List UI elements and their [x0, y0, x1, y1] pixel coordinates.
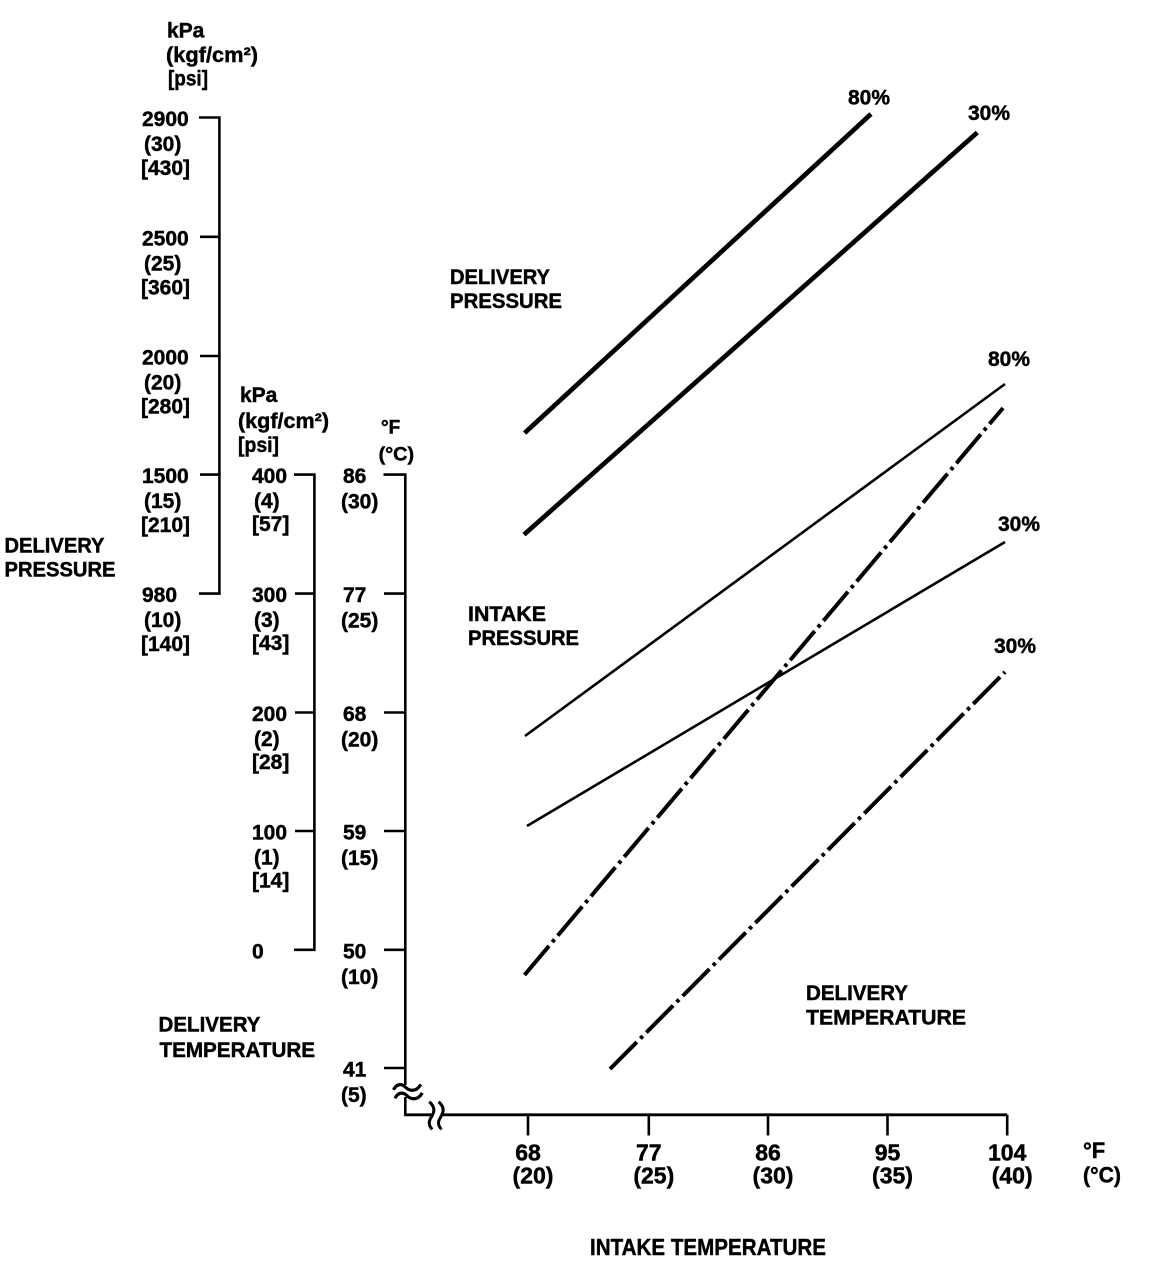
- svg-text:68: 68: [343, 703, 367, 726]
- svg-text:°F: °F: [381, 418, 400, 439]
- svg-text:(3): (3): [254, 609, 280, 632]
- svg-text:(30): (30): [144, 133, 181, 156]
- svg-text:(10): (10): [341, 966, 378, 989]
- svg-text:[28]: [28]: [252, 751, 289, 774]
- svg-text:[210]: [210]: [141, 514, 190, 537]
- svg-text:PRESSURE: PRESSURE: [468, 627, 579, 650]
- svg-text:80%: 80%: [848, 87, 890, 110]
- svg-text:59: 59: [343, 822, 366, 845]
- svg-text:[psi]: [psi]: [168, 68, 208, 91]
- svg-text:(25): (25): [144, 252, 181, 275]
- svg-text:TEMPERATURE: TEMPERATURE: [806, 1007, 966, 1030]
- svg-text:DELIVERY: DELIVERY: [159, 1014, 261, 1037]
- svg-text:TEMPERATURE: TEMPERATURE: [160, 1039, 316, 1062]
- svg-text:2500: 2500: [142, 227, 189, 250]
- svg-text:(°C): (°C): [1083, 1163, 1121, 1188]
- svg-text:(4): (4): [254, 490, 280, 513]
- svg-text:95: 95: [875, 1140, 901, 1166]
- svg-text:[14]: [14]: [252, 870, 289, 893]
- svg-text:68: 68: [515, 1140, 541, 1166]
- svg-text:(kgf/cm²): (kgf/cm²): [238, 410, 329, 433]
- svg-text:86: 86: [343, 465, 366, 488]
- svg-text:100: 100: [252, 822, 287, 845]
- svg-text:(15): (15): [341, 847, 378, 870]
- svg-text:0: 0: [252, 940, 264, 963]
- svg-text:(35): (35): [872, 1163, 913, 1189]
- svg-text:86: 86: [755, 1140, 781, 1166]
- svg-text:300: 300: [252, 584, 287, 607]
- svg-text:PRESSURE: PRESSURE: [5, 559, 116, 582]
- svg-text:[360]: [360]: [141, 276, 190, 299]
- svg-text:INTAKE TEMPERATURE: INTAKE TEMPERATURE: [590, 1234, 826, 1260]
- svg-text:[280]: [280]: [141, 396, 190, 419]
- svg-text:(25): (25): [341, 610, 378, 633]
- svg-text:30%: 30%: [968, 102, 1010, 125]
- svg-text:30%: 30%: [994, 635, 1036, 658]
- svg-text:[140]: [140]: [141, 633, 190, 656]
- svg-text:77: 77: [343, 584, 366, 607]
- svg-text:(40): (40): [992, 1163, 1033, 1189]
- svg-text:400: 400: [252, 465, 287, 488]
- svg-text:77: 77: [636, 1140, 662, 1166]
- svg-text:°F: °F: [1083, 1138, 1105, 1163]
- svg-text:50: 50: [343, 940, 366, 963]
- svg-text:(20): (20): [513, 1163, 554, 1189]
- svg-text:(2): (2): [254, 728, 280, 751]
- svg-text:41: 41: [343, 1059, 367, 1082]
- svg-text:kPa: kPa: [240, 384, 278, 407]
- svg-text:200: 200: [252, 703, 287, 726]
- svg-text:PRESSURE: PRESSURE: [450, 290, 562, 313]
- svg-text:[430]: [430]: [141, 157, 190, 180]
- svg-text:(30): (30): [753, 1163, 794, 1189]
- svg-text:(10): (10): [144, 609, 181, 632]
- svg-text:DELIVERY: DELIVERY: [450, 266, 550, 289]
- svg-text:30%: 30%: [998, 513, 1040, 536]
- svg-text:(20): (20): [341, 729, 378, 752]
- svg-text:(15): (15): [144, 490, 181, 513]
- svg-text:(25): (25): [633, 1163, 674, 1189]
- svg-text:(20): (20): [144, 372, 181, 395]
- svg-text:(5): (5): [341, 1084, 367, 1107]
- svg-text:980: 980: [142, 584, 177, 607]
- svg-text:(30): (30): [341, 491, 378, 514]
- svg-text:2000: 2000: [142, 347, 189, 370]
- svg-text:1500: 1500: [142, 465, 189, 488]
- svg-text:kPa: kPa: [167, 20, 205, 43]
- svg-text:(°C): (°C): [379, 445, 415, 466]
- svg-text:DELIVERY: DELIVERY: [806, 982, 908, 1005]
- svg-text:104: 104: [988, 1140, 1027, 1166]
- svg-text:2900: 2900: [142, 108, 189, 131]
- svg-text:80%: 80%: [988, 348, 1030, 371]
- svg-text:INTAKE: INTAKE: [468, 603, 546, 626]
- svg-text:(1): (1): [254, 847, 280, 870]
- svg-text:[57]: [57]: [252, 513, 289, 536]
- svg-text:(kgf/cm²): (kgf/cm²): [166, 44, 258, 67]
- svg-text:DELIVERY: DELIVERY: [5, 535, 105, 558]
- svg-text:[psi]: [psi]: [238, 434, 279, 457]
- svg-text:[43]: [43]: [252, 632, 289, 655]
